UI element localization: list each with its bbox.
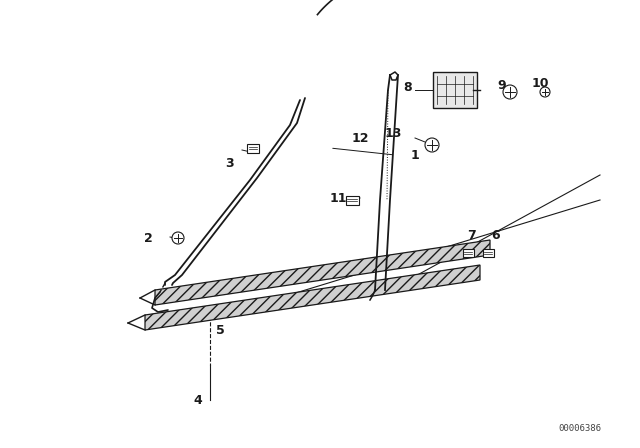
- FancyBboxPatch shape: [483, 249, 493, 257]
- Text: 1: 1: [411, 148, 419, 161]
- Text: 3: 3: [226, 156, 234, 169]
- Text: 4: 4: [194, 393, 202, 406]
- Text: 9: 9: [498, 78, 506, 91]
- Circle shape: [540, 87, 550, 97]
- Circle shape: [425, 138, 439, 152]
- Text: 6: 6: [492, 228, 500, 241]
- Polygon shape: [145, 265, 480, 330]
- Polygon shape: [155, 240, 490, 305]
- Text: 7: 7: [468, 228, 476, 241]
- Text: 10: 10: [531, 77, 548, 90]
- Circle shape: [172, 232, 184, 244]
- Text: 2: 2: [143, 232, 152, 245]
- Text: 11: 11: [329, 191, 347, 204]
- Circle shape: [503, 85, 517, 99]
- FancyBboxPatch shape: [247, 143, 259, 152]
- Text: 13: 13: [384, 126, 402, 139]
- Text: 12: 12: [351, 132, 369, 145]
- Text: 00006386: 00006386: [559, 424, 602, 433]
- FancyBboxPatch shape: [463, 249, 474, 257]
- FancyBboxPatch shape: [433, 72, 477, 108]
- Text: 5: 5: [216, 323, 225, 336]
- FancyBboxPatch shape: [346, 195, 358, 204]
- Text: 8: 8: [404, 81, 412, 94]
